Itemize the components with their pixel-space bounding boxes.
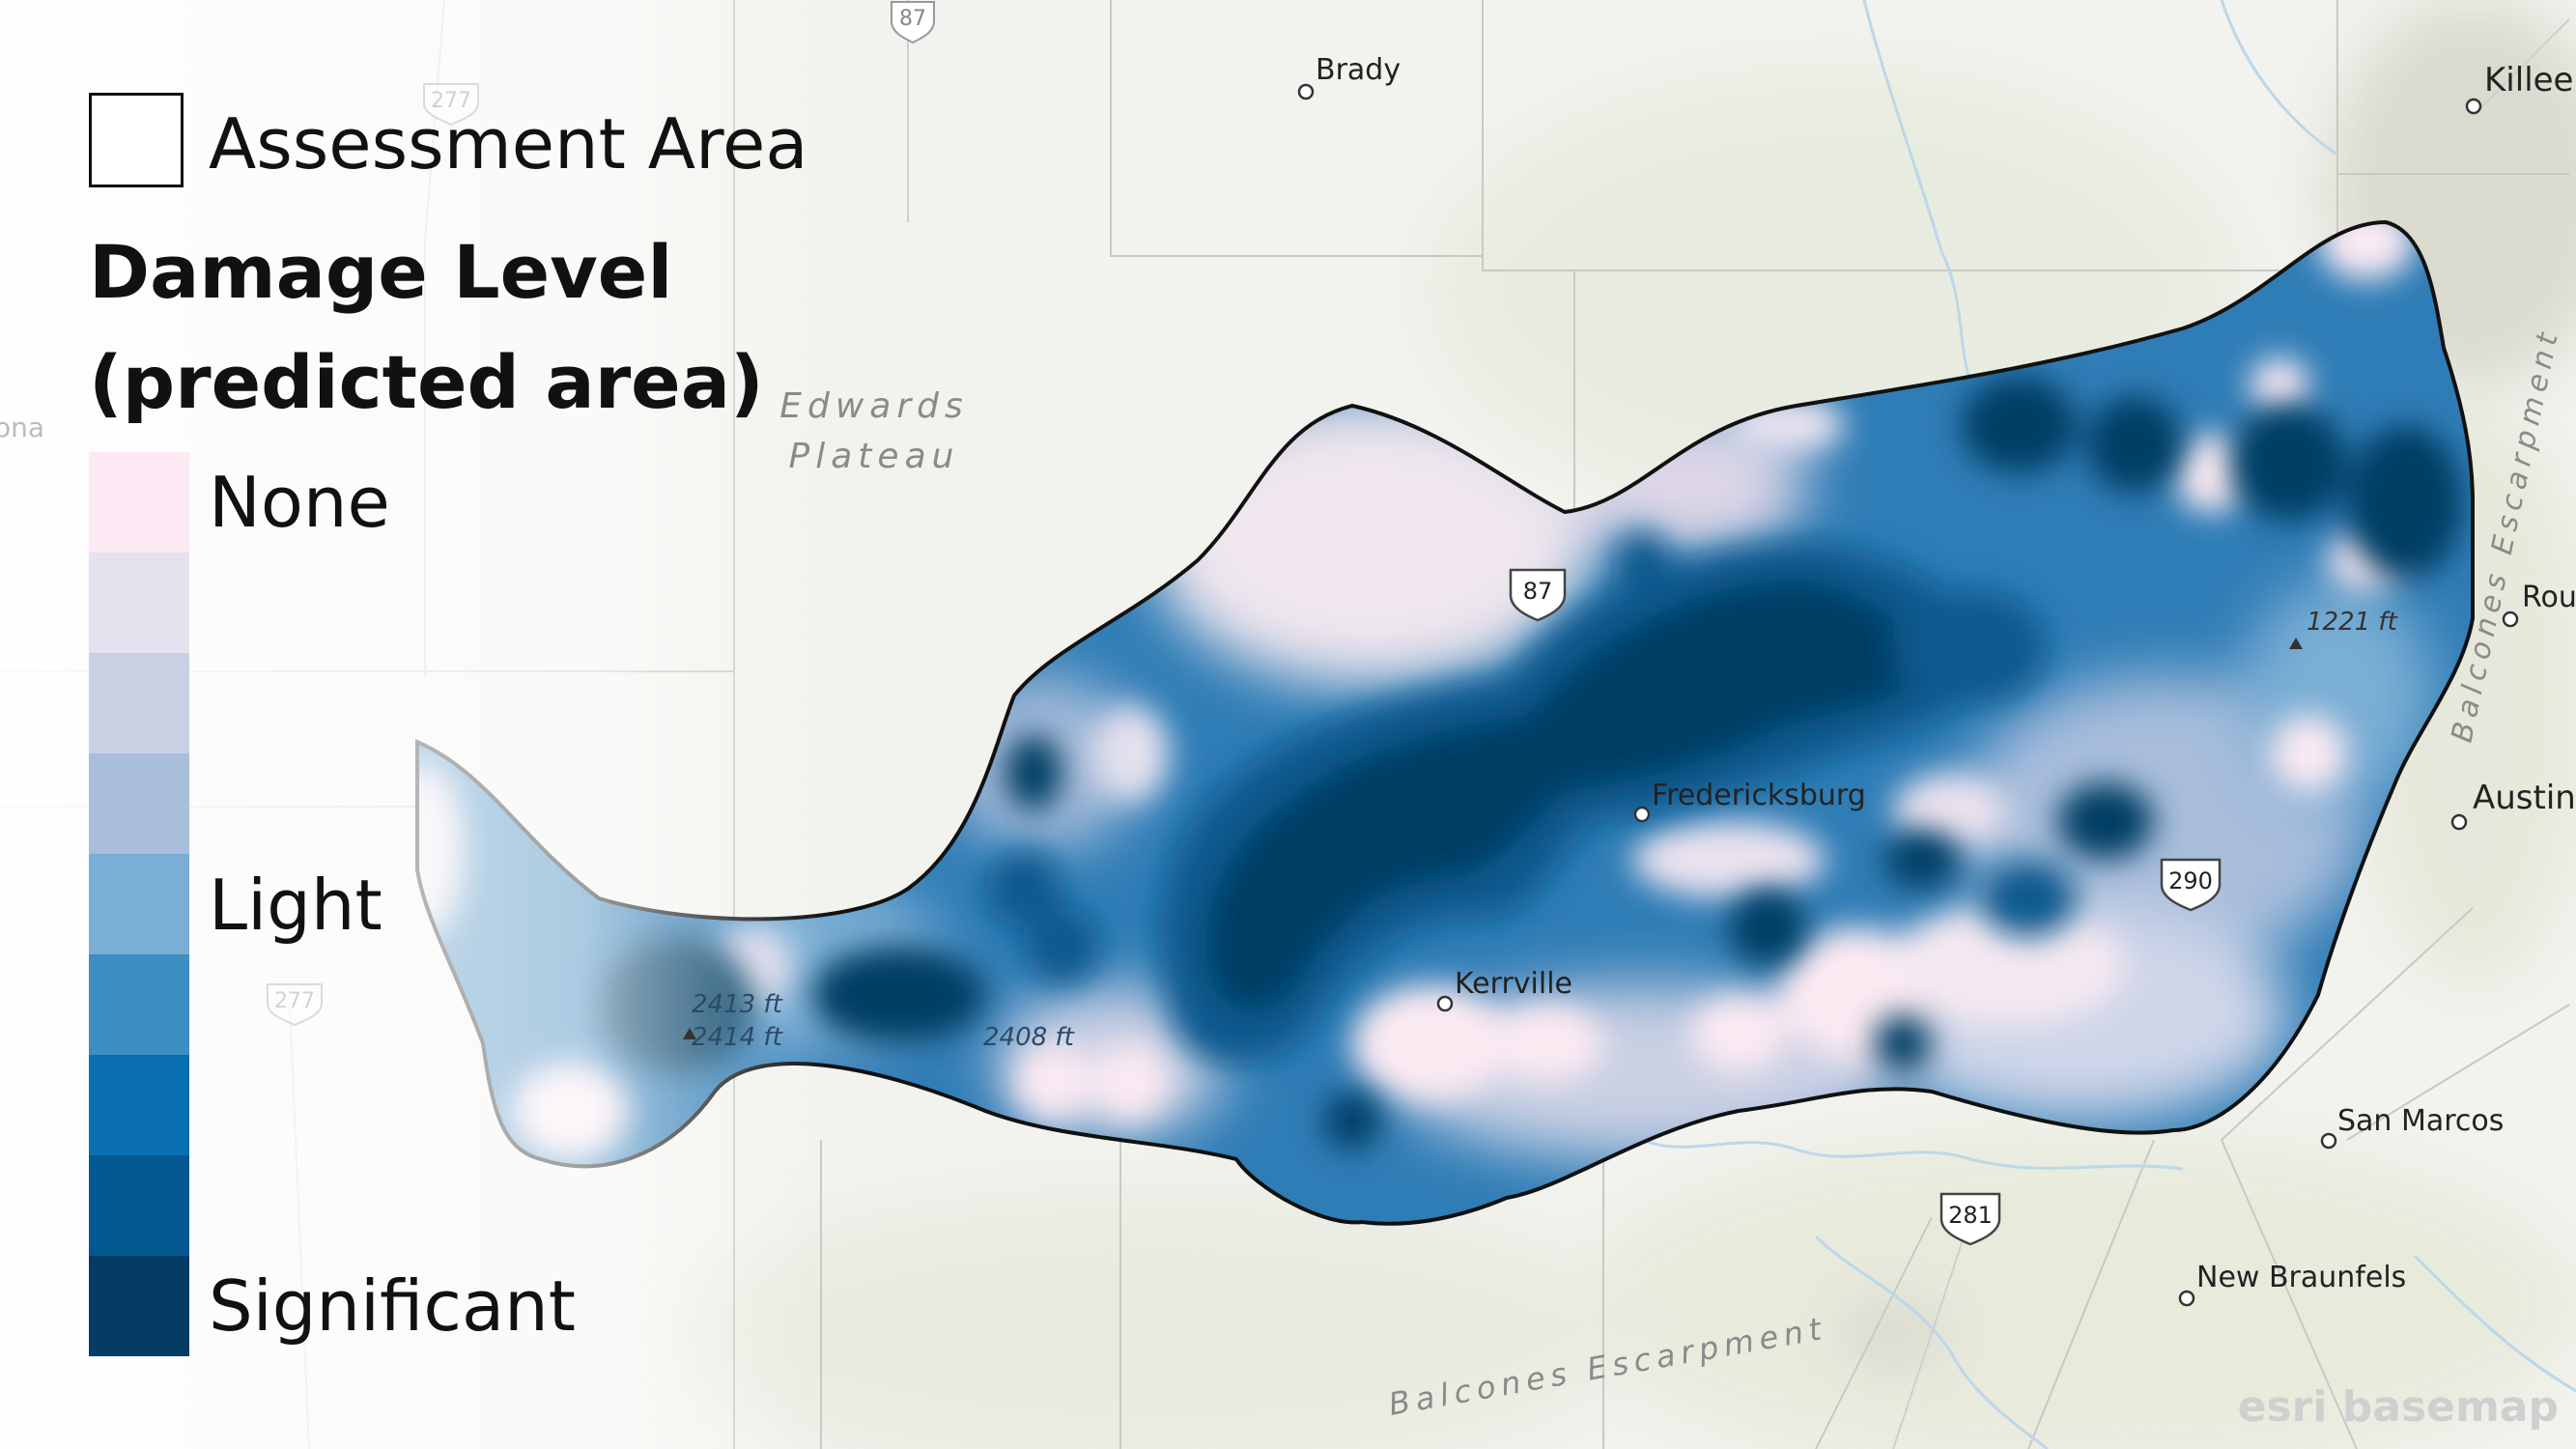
ramp-swatch-6 bbox=[89, 954, 189, 1055]
ramp-swatch-2 bbox=[89, 553, 189, 653]
shield-label: 290 bbox=[2168, 867, 2213, 895]
ramp-swatch-9 bbox=[89, 1256, 189, 1356]
damage-color-ramp bbox=[89, 452, 189, 1356]
shield-label: 277 bbox=[274, 989, 315, 1013]
legend: Assessment Area Damage Level (predicted … bbox=[0, 0, 840, 1449]
place-label-austin: Austin bbox=[2473, 779, 2576, 817]
legend-label-light: Light bbox=[209, 865, 382, 946]
place-label-brady: Brady bbox=[1316, 53, 1401, 87]
legend-label-significant: Significant bbox=[209, 1265, 576, 1347]
legend-title-line1: Damage Level bbox=[89, 229, 673, 315]
ramp-swatch-5 bbox=[89, 854, 189, 954]
place-label-san-marcos: San Marcos bbox=[2337, 1104, 2504, 1138]
ramp-swatch-8 bbox=[89, 1155, 189, 1256]
assessment-area-label: Assessment Area bbox=[209, 103, 808, 185]
ramp-swatch-4 bbox=[89, 753, 189, 854]
legend-title: Damage Level (predicted area) bbox=[89, 217, 764, 438]
place-label-round: Rou bbox=[2522, 581, 2576, 614]
place-label-killeen: Killeen bbox=[2484, 61, 2576, 99]
place-label-kerrville: Kerrville bbox=[1455, 967, 1572, 1001]
elevation-label: 2408 ft bbox=[983, 1023, 1075, 1052]
place-markers bbox=[1297, 83, 2519, 1307]
summit-markers bbox=[683, 638, 2303, 1039]
elevation-label: 1221 ft bbox=[2307, 608, 2398, 637]
legend-title-line2: (predicted area) bbox=[89, 339, 764, 425]
elevation-label: 2414 ft bbox=[692, 1023, 783, 1052]
shield-label: 87 bbox=[1523, 578, 1553, 605]
ramp-swatch-3 bbox=[89, 653, 189, 753]
region-label-edwards: Edwards bbox=[779, 386, 969, 426]
basemap-credit: esri basemap bbox=[2237, 1382, 2559, 1432]
rivers bbox=[1641, 0, 2576, 1449]
shield-label: 277 bbox=[431, 89, 471, 113]
shield-label: 87 bbox=[899, 7, 926, 31]
place-label-new-braunfels: New Braunfels bbox=[2196, 1261, 2406, 1294]
ramp-swatch-1 bbox=[89, 452, 189, 553]
ramp-swatch-7 bbox=[89, 1055, 189, 1155]
assessment-area-swatch bbox=[89, 93, 184, 187]
legend-label-none: None bbox=[209, 462, 390, 543]
shield-label: 281 bbox=[1948, 1202, 1993, 1229]
place-label-fredericksburg: Fredericksburg bbox=[1652, 779, 1866, 812]
highway-shields: 87 277 87 277 290 281 bbox=[267, 1, 2222, 1246]
elevation-label: 2413 ft bbox=[692, 990, 783, 1019]
place-labels: Brady Killeen Fredericksburg Kerrville A… bbox=[0, 53, 2576, 1294]
place-label-sonora: ona bbox=[0, 412, 44, 443]
region-label-plateau: Plateau bbox=[789, 437, 960, 476]
elevation-labels: 1221 ft 2413 ft 2414 ft 2408 ft bbox=[692, 608, 2398, 1052]
